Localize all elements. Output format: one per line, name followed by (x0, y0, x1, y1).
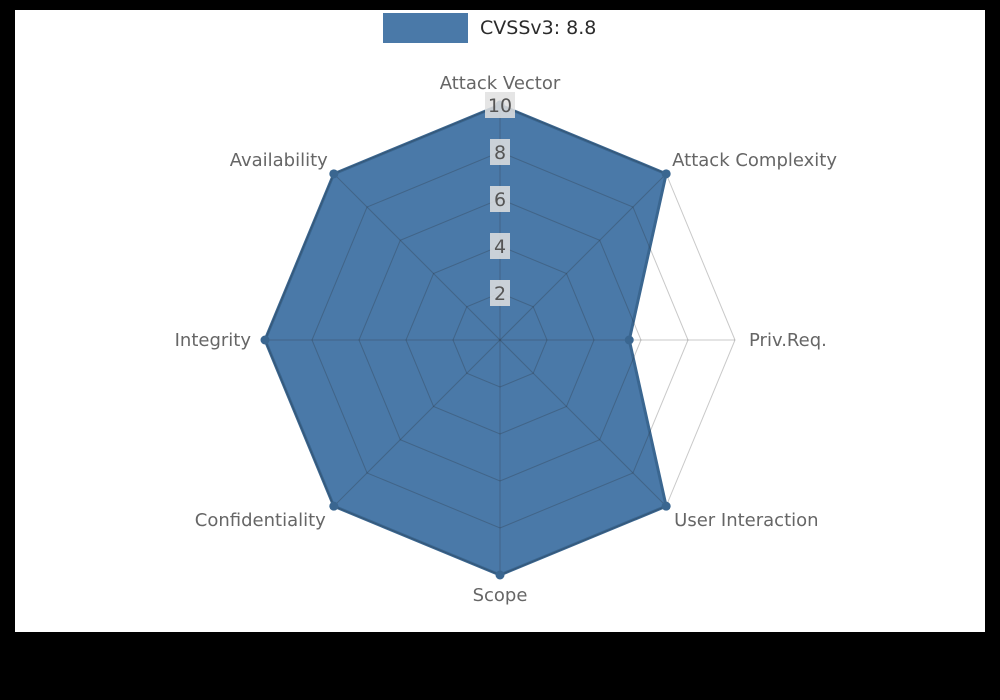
tick-label-box (490, 139, 510, 165)
radar-grid-ring (358, 198, 642, 482)
tick-label: 8 (494, 142, 506, 164)
legend: CVSSv3: 8.8 (383, 13, 596, 43)
axis-label-attack-complexity: Attack Complexity (672, 150, 837, 171)
radar-grid-ring (405, 245, 595, 435)
vertex-marker (661, 501, 671, 511)
vertex-marker (495, 570, 505, 580)
vertex-marker (624, 335, 634, 345)
tick-label: 10 (488, 95, 512, 117)
vertex-marker (260, 335, 270, 345)
radar-spoke (499, 339, 667, 507)
tick-label-box (490, 233, 510, 259)
axis-label-scope: Scope (473, 585, 528, 606)
radar-spoke (333, 339, 501, 507)
tick-label: 4 (494, 236, 506, 258)
radar-spoke (333, 173, 501, 341)
vertex-marker (329, 501, 339, 511)
axis-label-attack-vector: Attack Vector (440, 73, 561, 94)
tick-label-box (485, 92, 515, 118)
axis-label-integrity: Integrity (175, 330, 252, 351)
legend-swatch (383, 13, 468, 43)
tick-label-box (490, 186, 510, 212)
legend-label: CVSSv3: 8.8 (480, 17, 597, 39)
vertex-marker (661, 169, 671, 179)
tick-label-box (490, 280, 510, 306)
axis-label-availability: Availability (230, 150, 328, 171)
radar-grid-ring (452, 292, 548, 388)
tick-label: 2 (494, 283, 506, 305)
axis-label-priv-req: Priv.Req. (749, 330, 827, 351)
axis-label-confidentiality: Confidentiality (195, 510, 326, 531)
radar-grid-ring (311, 151, 689, 529)
vertex-marker (329, 169, 339, 179)
axis-label-user-interaction: User Interaction (674, 510, 818, 531)
tick-label: 6 (494, 189, 506, 211)
radar-spoke (499, 173, 667, 341)
